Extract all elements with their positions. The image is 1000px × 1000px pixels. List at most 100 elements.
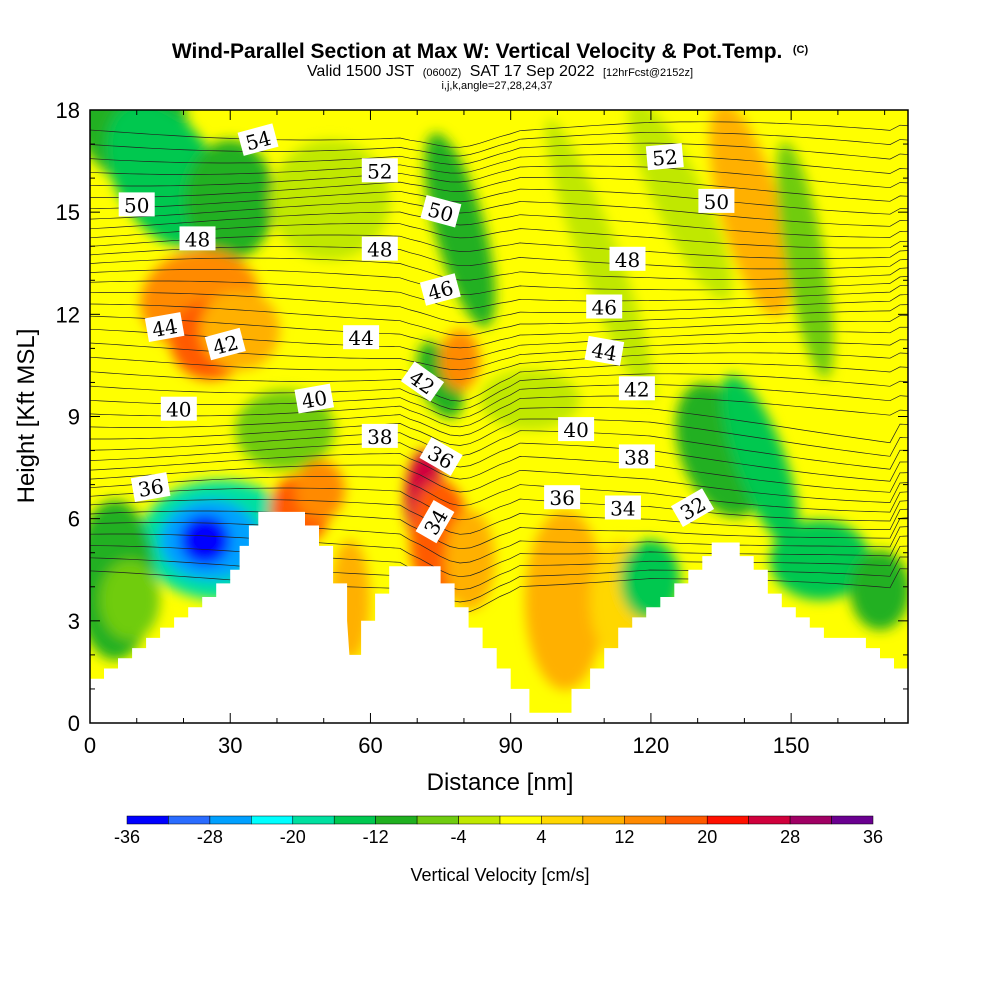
theta-isoline	[90, 246, 908, 270]
contour-label-bg	[204, 327, 246, 361]
contour-label: 40	[558, 417, 595, 442]
contour-label: 52	[361, 158, 398, 183]
contour-label-bg	[670, 488, 715, 528]
contour-label: 54	[237, 123, 279, 156]
colorbar-tick-label: -12	[363, 827, 389, 847]
contour-label-text: 40	[166, 398, 191, 422]
theta-isoline	[90, 395, 908, 428]
velocity-cell	[270, 140, 390, 260]
x-tick-label: 60	[358, 733, 382, 758]
velocity-cell	[545, 118, 655, 402]
velocity-cell	[424, 133, 496, 327]
contour-label: 50	[698, 188, 735, 214]
theta-isoline	[90, 545, 908, 591]
y-tick-label: 3	[68, 609, 80, 634]
colorbar-segment	[458, 815, 501, 825]
contour-label: 50	[118, 192, 155, 217]
colorbar-segment	[251, 815, 293, 825]
theta-isoline	[90, 121, 908, 148]
contour-label-bg	[294, 383, 335, 414]
contour-label-bg	[419, 273, 461, 306]
contour-label-text: 46	[591, 296, 616, 320]
theta-isoline	[90, 280, 908, 310]
theta-isoline	[90, 568, 908, 614]
contour-label-text: 48	[367, 238, 392, 262]
colorbar-segment	[375, 815, 418, 825]
colorbar-segment	[748, 815, 791, 825]
colorbar-segment	[333, 815, 376, 825]
colorbar-segment	[831, 815, 874, 825]
contour-label-text: 52	[367, 159, 392, 183]
contour-label-bg	[558, 417, 595, 442]
theta-isoline	[90, 234, 908, 259]
contour-label-text: 50	[124, 193, 149, 217]
colorbar-tick-label: 36	[863, 827, 883, 847]
chart-subtitle: Valid 1500 JST (0600Z) SAT 17 Sep 2022 […	[307, 63, 693, 80]
contour-label-text: 40	[563, 418, 588, 442]
colorbar-segment	[168, 815, 211, 825]
velocity-cell	[445, 510, 495, 610]
theta-isoline	[90, 510, 908, 550]
contour-label: 44	[584, 335, 625, 366]
theta-isoline	[90, 407, 908, 444]
colorbar: -36 -28 -20 -12 -4 4 12 20 28 36	[114, 815, 883, 847]
contour-label-bg	[609, 246, 646, 271]
velocity-cell	[100, 560, 160, 640]
colorbar-tick-label: -4	[451, 827, 467, 847]
contour-label-bg	[343, 325, 380, 350]
contour-label: 44	[144, 312, 185, 342]
theta-isoline	[90, 487, 908, 522]
x-axis: 0 30 60 90 120 150	[84, 110, 886, 758]
x-tick-label: 150	[773, 733, 810, 758]
colorbar-tick-label: 4	[536, 827, 546, 847]
y-tick-label: 12	[56, 302, 80, 327]
chart-title: Wind-Parallel Section at Max W: Vertical…	[172, 40, 809, 63]
contour-label-text: 42	[624, 377, 649, 401]
contour-label: 48	[361, 236, 398, 262]
velocity-cell	[850, 550, 908, 630]
theta-isoline	[90, 211, 908, 238]
contour-label-bg	[361, 423, 398, 448]
chart-params: i,j,k,angle=27,28,24,37	[441, 80, 552, 92]
theta-isoline	[90, 418, 908, 457]
contour-label-text: 48	[185, 227, 210, 251]
contour-label-bg	[118, 192, 155, 217]
contour-label-text: 44	[348, 326, 373, 350]
theta-isoline	[90, 556, 908, 603]
contour-label: 46	[586, 294, 623, 320]
contour-label: 48	[179, 226, 216, 251]
colorbar-title: Vertical Velocity [cm/s]	[410, 865, 589, 885]
colorbar-segment	[209, 815, 252, 825]
colorbar-segment	[499, 815, 542, 825]
velocity-cell	[776, 141, 834, 379]
contour-label-bg	[144, 312, 185, 342]
velocity-cell	[721, 374, 799, 546]
contour-label: 42	[204, 327, 246, 361]
theta-isoline	[90, 154, 908, 175]
contour-label: 48	[609, 246, 646, 272]
contour-label-bg	[586, 294, 623, 319]
theta-isoline	[90, 352, 908, 380]
contour-label-bg	[237, 123, 279, 156]
velocity-cell	[180, 515, 230, 565]
theta-isoline	[90, 315, 908, 349]
contour-label-bg	[584, 335, 625, 366]
theta-isoline	[90, 303, 908, 337]
theta-isoline	[90, 384, 908, 419]
contour-label-text: 34	[610, 497, 635, 521]
contour-label: 38	[361, 423, 398, 449]
contour-label-text: 50	[704, 190, 729, 214]
y-axis-title: Height [Kft MSL]	[13, 329, 40, 504]
y-tick-label: 0	[68, 711, 80, 736]
x-tick-label: 90	[498, 733, 522, 758]
theta-isoline	[90, 131, 908, 157]
colorbar-segment	[126, 815, 169, 825]
contour-label-bg	[698, 188, 735, 213]
colorbar-tick-label: -28	[197, 827, 223, 847]
velocity-cell	[709, 110, 791, 317]
contour-label-bg	[419, 437, 463, 476]
x-tick-label: 120	[633, 733, 670, 758]
